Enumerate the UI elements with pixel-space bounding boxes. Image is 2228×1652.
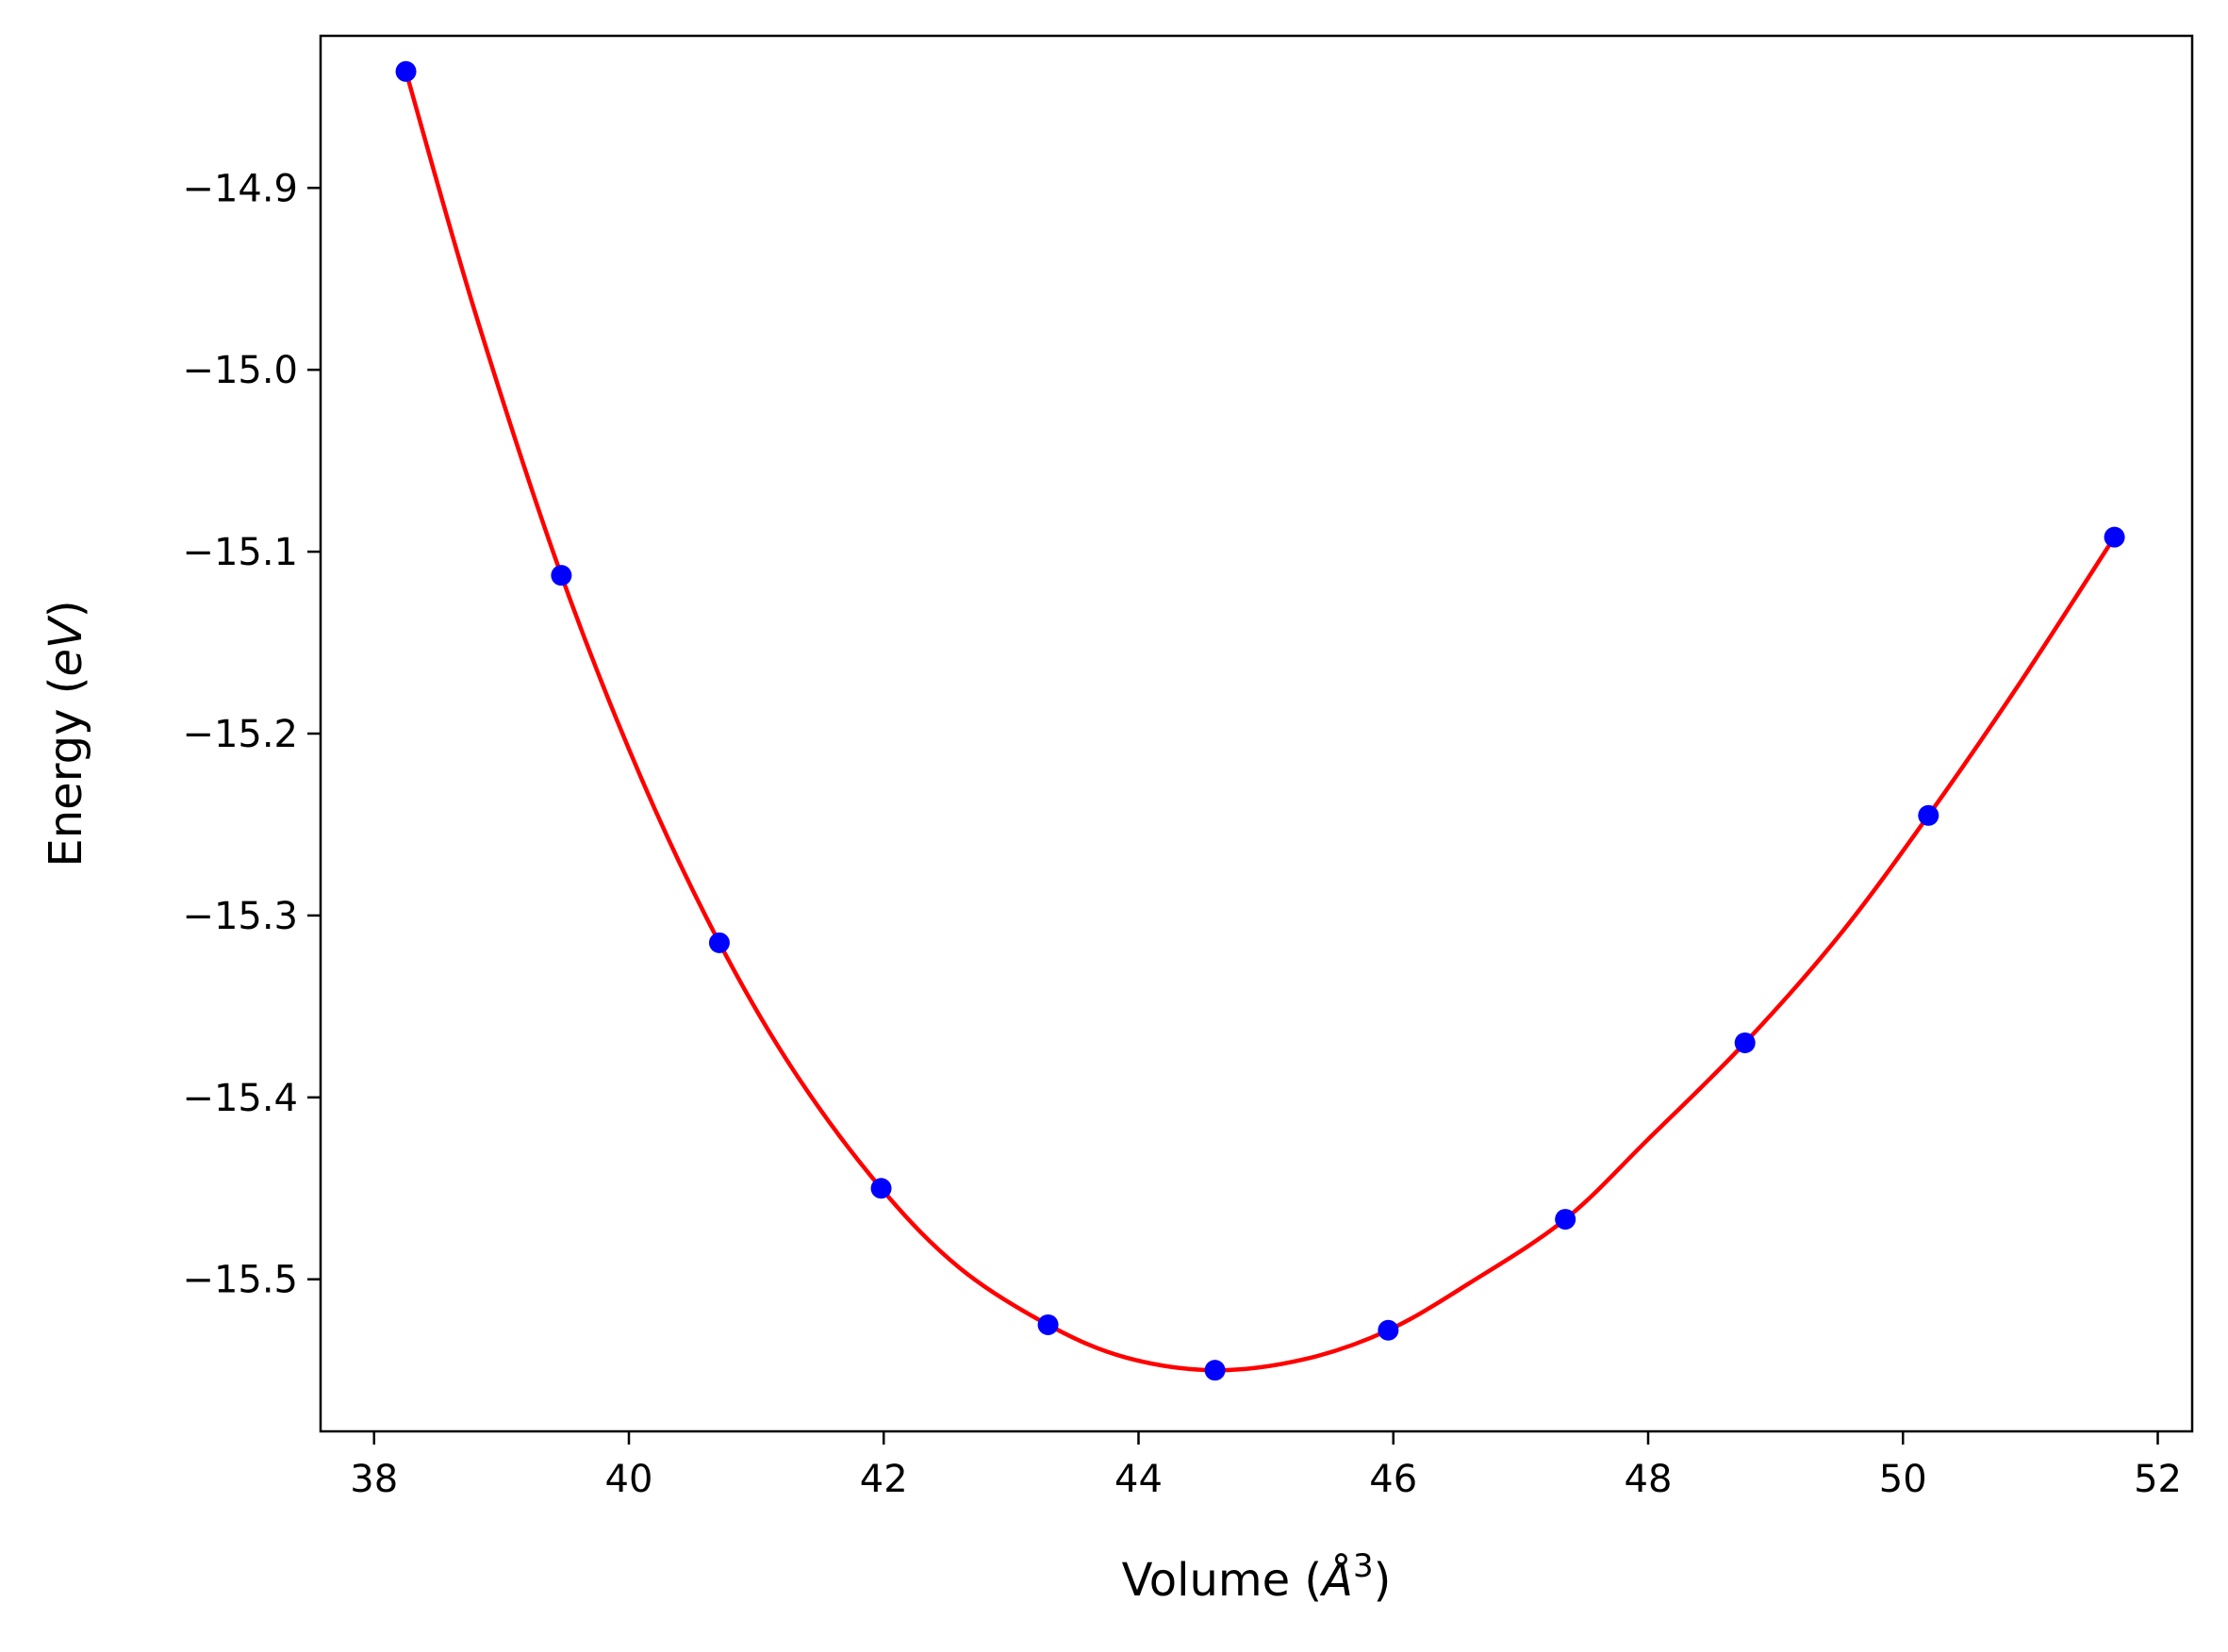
data-point bbox=[1918, 804, 1939, 826]
fit-curve-line bbox=[404, 71, 2117, 1373]
x-tick-label: 40 bbox=[605, 1458, 653, 1501]
x-tick-label: 48 bbox=[1625, 1458, 1673, 1501]
x-tick-label: 38 bbox=[350, 1458, 398, 1501]
x-tick-label: 44 bbox=[1114, 1458, 1163, 1501]
y-tick-label: −15.4 bbox=[182, 1077, 298, 1120]
y-axis-ticks: −15.5 −15.4 −15.3 −15.2 −15.1 −15.0 −14.9 bbox=[182, 167, 321, 1302]
x-axis-ticks: 38 40 42 44 46 48 50 52 bbox=[350, 1431, 2182, 1501]
x-tick-label: 42 bbox=[860, 1458, 908, 1501]
data-point bbox=[1555, 1209, 1576, 1231]
y-tick-label: −15.1 bbox=[182, 531, 298, 574]
y-axis-label: Energy (eV) bbox=[40, 600, 92, 867]
plot-frame bbox=[319, 34, 2194, 1433]
x-tick-label: 46 bbox=[1369, 1458, 1417, 1501]
data-point bbox=[1378, 1319, 1399, 1341]
series-layer bbox=[395, 60, 2125, 1381]
data-point bbox=[395, 60, 417, 82]
data-point bbox=[2104, 526, 2125, 548]
x-axis-label-text: Volume ( bbox=[1122, 1554, 1323, 1607]
data-point bbox=[1037, 1313, 1059, 1335]
y-tick-label: −15.3 bbox=[182, 895, 298, 938]
y-axis-label-text: Energy ( bbox=[40, 677, 92, 867]
y-tick-label: −15.0 bbox=[182, 349, 298, 392]
y-axis-label-unit: eV bbox=[40, 615, 92, 677]
data-point bbox=[708, 932, 730, 953]
x-tick-label: 50 bbox=[1879, 1458, 1927, 1501]
y-tick-label: −15.5 bbox=[182, 1259, 298, 1302]
data-point bbox=[870, 1178, 892, 1199]
data-point bbox=[1734, 1032, 1756, 1053]
x-axis-label-symbol: Å bbox=[1319, 1553, 1353, 1607]
data-point bbox=[1204, 1360, 1226, 1381]
x-axis-label-close: ) bbox=[1374, 1554, 1392, 1607]
x-axis-label: Volume (Å3) bbox=[1122, 1547, 1392, 1607]
x-axis-label-exponent: 3 bbox=[1353, 1547, 1374, 1585]
y-tick-label: −15.2 bbox=[182, 713, 298, 756]
x-tick-label: 52 bbox=[2134, 1458, 2182, 1501]
y-tick-label: −14.9 bbox=[182, 167, 298, 210]
y-axis-label-close: ) bbox=[40, 600, 92, 618]
data-point bbox=[551, 565, 572, 586]
